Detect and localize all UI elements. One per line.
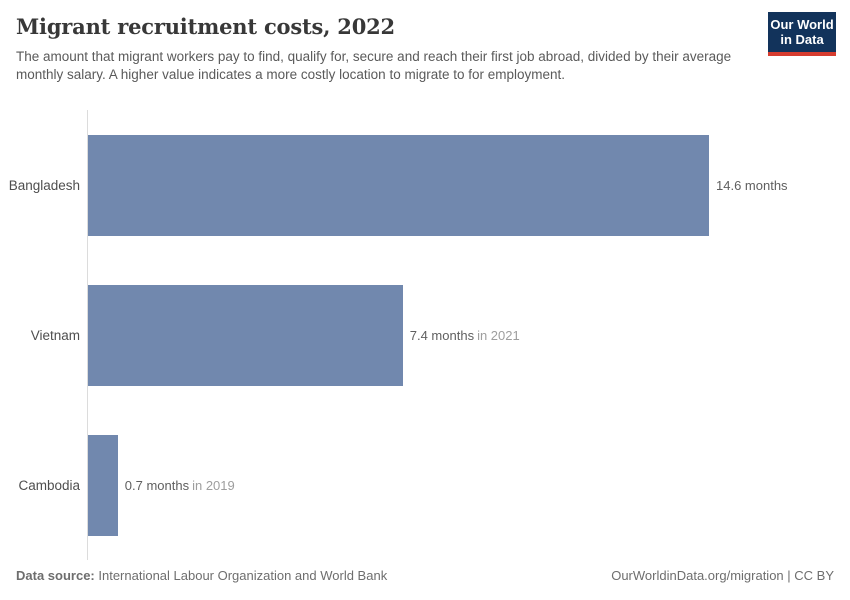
- bar-vietnam[interactable]: [88, 284, 403, 386]
- data-source: Data source: International Labour Organi…: [16, 568, 387, 583]
- year-note: in 2019: [192, 477, 235, 493]
- chart-row-vietnam: Vietnam 7.4 months in 2021: [0, 260, 850, 410]
- footer-link[interactable]: OurWorldinData.org/migration | CC BY: [611, 568, 834, 583]
- owid-logo[interactable]: Our World in Data: [768, 12, 836, 56]
- value-label: 0.7 months in 2019: [125, 478, 235, 493]
- value-text: 7.4 months: [409, 327, 475, 343]
- year-note: in 2021: [477, 327, 520, 343]
- plot-area: 7.4 months in 2021: [87, 260, 850, 410]
- bar-bangladesh[interactable]: [88, 134, 709, 236]
- plot-area: 14.6 months: [87, 110, 850, 260]
- data-source-label: Data source:: [16, 568, 95, 583]
- chart-subtitle: The amount that migrant workers pay to f…: [16, 49, 732, 82]
- category-label: Cambodia: [18, 477, 80, 493]
- chart-row-bangladesh: Bangladesh 14.6 months: [0, 110, 850, 260]
- category-label: Bangladesh: [8, 177, 80, 193]
- chart-title: Migrant recruitment costs, 2022: [16, 14, 395, 39]
- owid-logo-line1: Our World: [770, 17, 834, 32]
- bar-cambodia[interactable]: [88, 434, 118, 536]
- data-source-text: International Labour Organization and Wo…: [94, 568, 388, 583]
- owid-logo-line2: in Data: [780, 32, 824, 48]
- value-label: 14.6 months: [716, 178, 788, 193]
- category-label: Vietnam: [30, 327, 80, 343]
- plot-area: 0.7 months in 2019: [87, 410, 850, 560]
- value-text: 14.6 months: [716, 177, 788, 193]
- chart-row-cambodia: Cambodia 0.7 months in 2019: [0, 410, 850, 560]
- value-text: 0.7 months: [124, 477, 190, 493]
- chart-header: Migrant recruitment costs, 2022 The amou…: [16, 12, 836, 84]
- bar-chart: Bangladesh 14.6 months Vietnam 7.4 months in…: [0, 110, 850, 560]
- chart-footer: Data source: International Labour Organi…: [16, 568, 834, 583]
- value-label: 7.4 months in 2021: [410, 328, 520, 343]
